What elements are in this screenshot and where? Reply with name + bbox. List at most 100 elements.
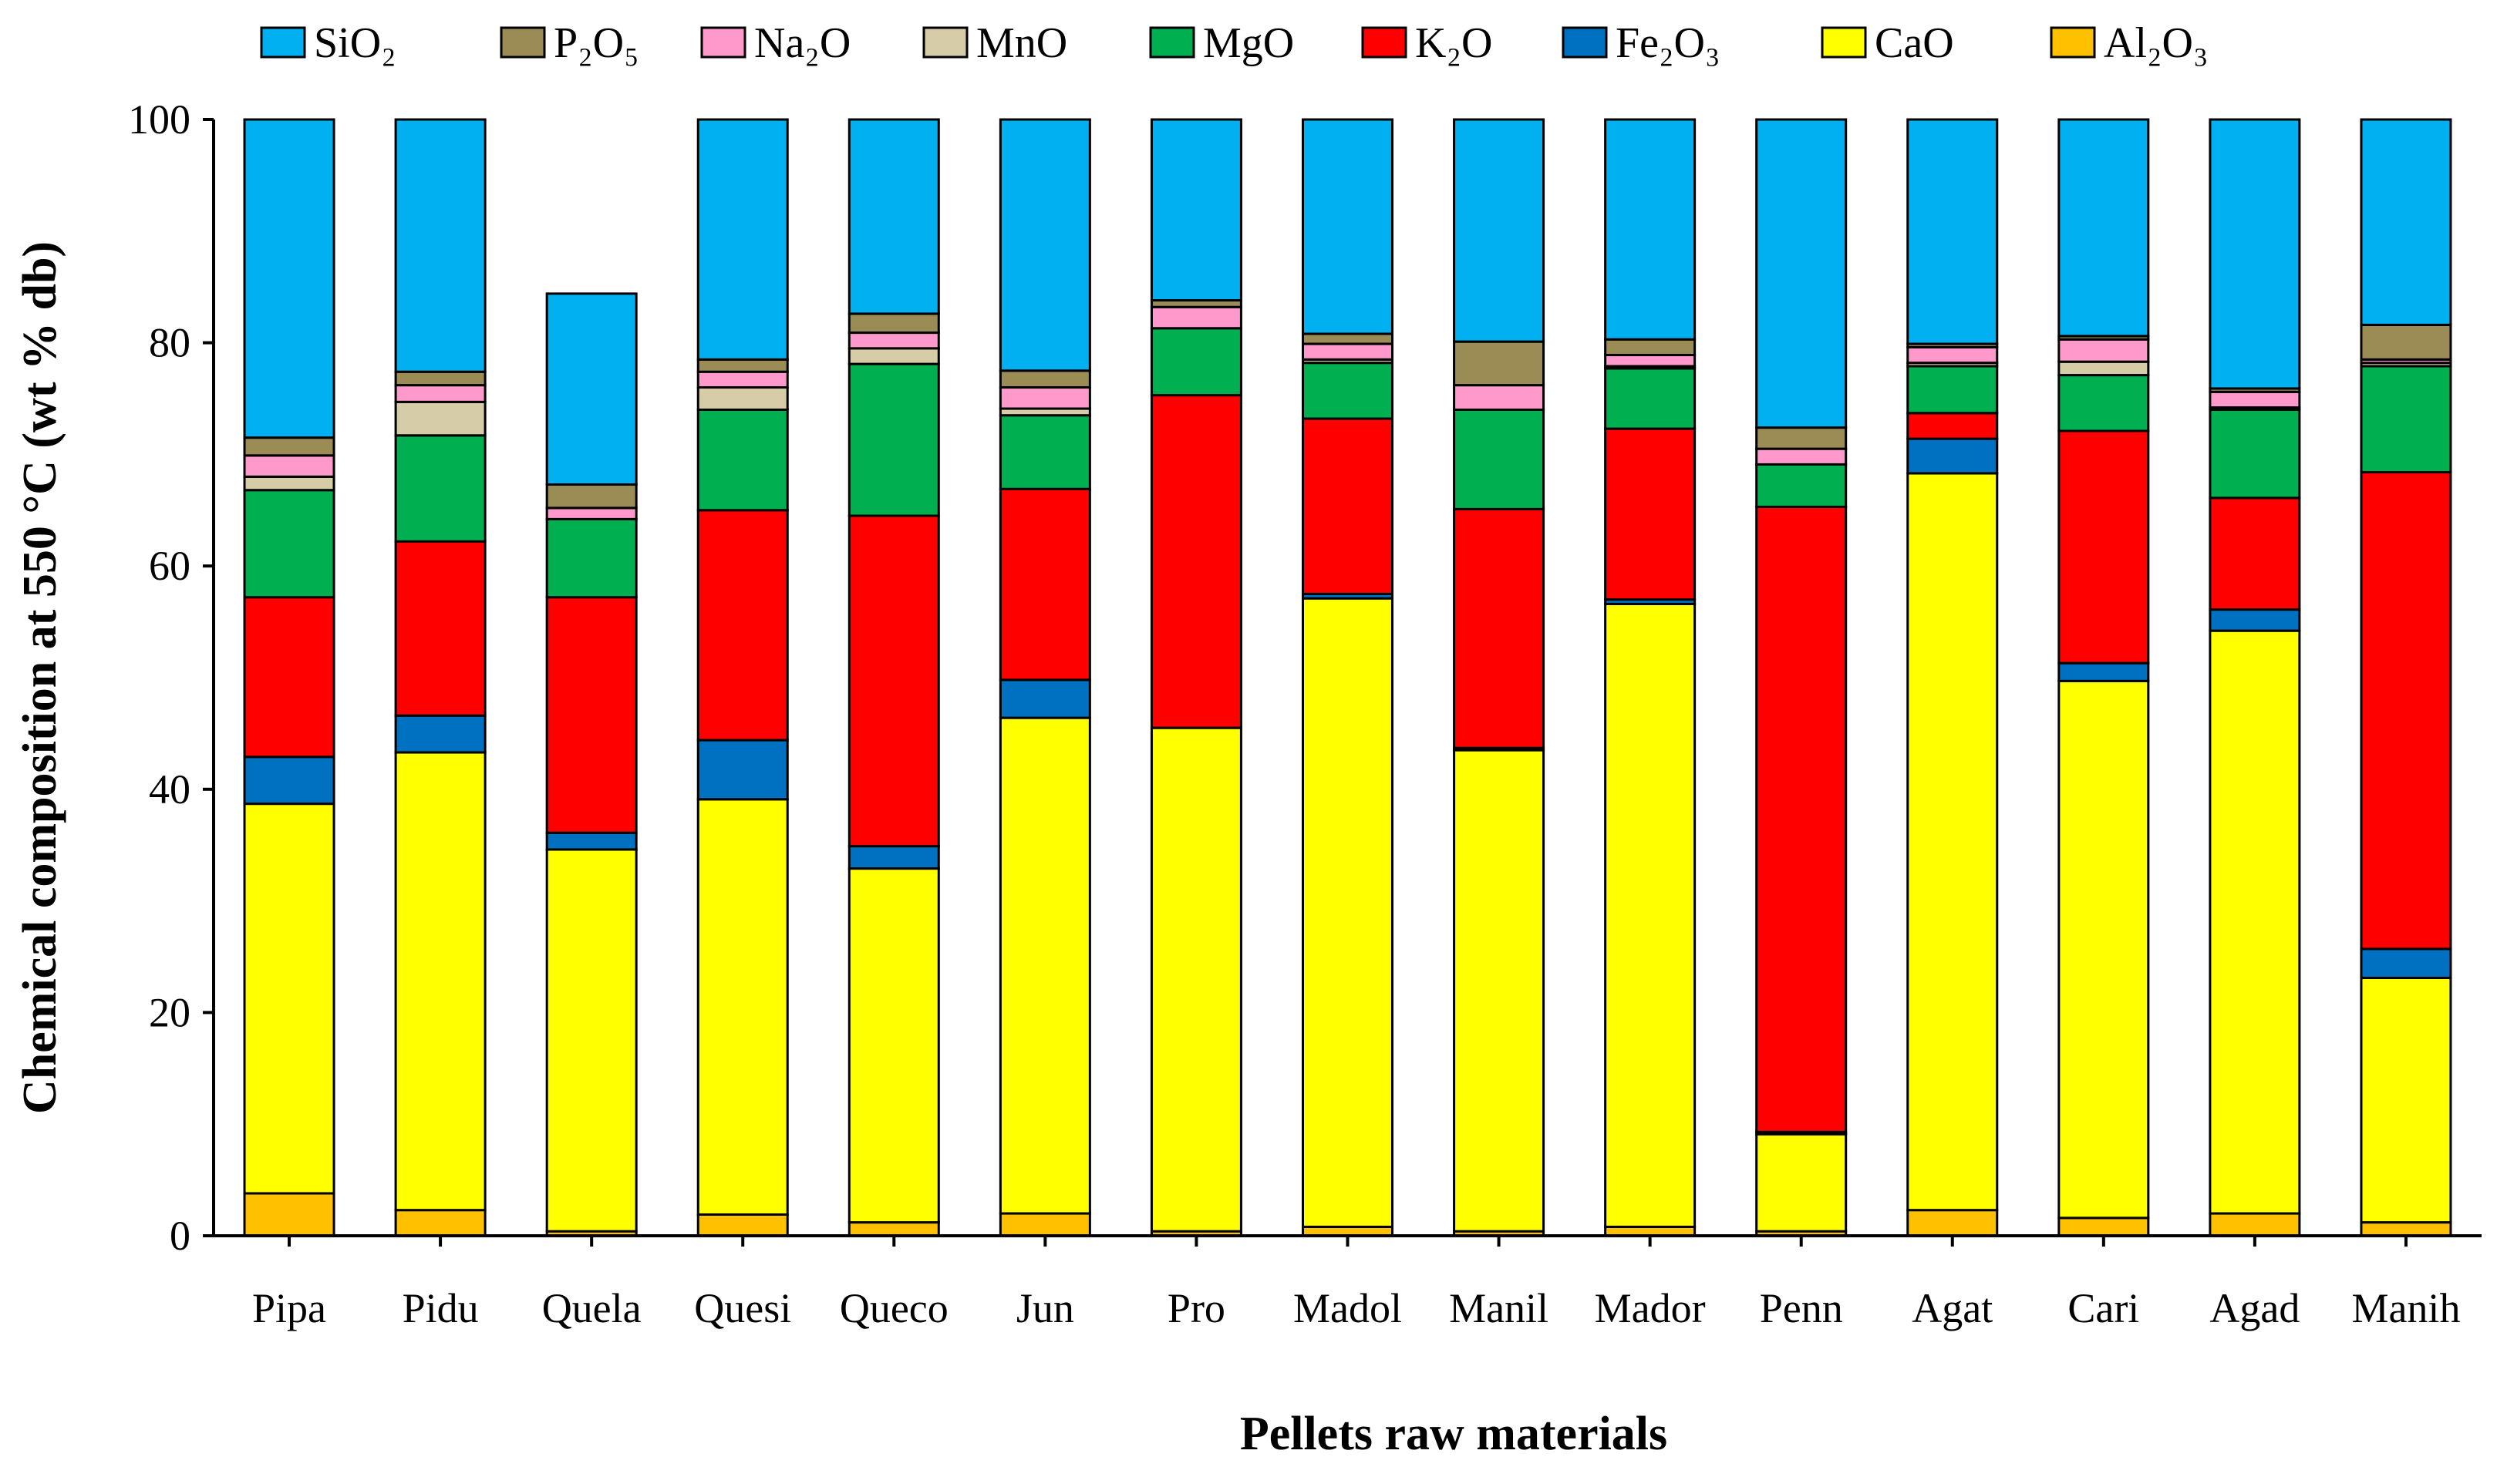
x-tick-label: Manil	[1449, 1285, 1548, 1331]
x-tick-label: Agat	[1912, 1285, 1993, 1331]
bar-segment	[999, 1212, 1091, 1237]
bar-segment	[394, 370, 487, 387]
bar-segment	[1302, 332, 1393, 345]
bar-segment	[847, 118, 940, 315]
bar-segment	[243, 454, 335, 478]
bar-stack-manil	[1453, 118, 1545, 1237]
legend-swatch	[260, 26, 306, 59]
x-tick-label: Madol	[1293, 1285, 1402, 1331]
bar-segment	[847, 867, 940, 1224]
legend-item: MgO	[1149, 19, 1294, 67]
bar-segment	[2360, 323, 2452, 361]
legend-swatch	[500, 26, 546, 59]
x-ticks: Pipa Pidu Quela Quesi Queco Jun Pro Madol Manil M…	[252, 1236, 2460, 1331]
legend: SiO₂ P₂O₅ Na₂O MnO MgO K₂O Fe₂O₃ CaO Al₂O₃	[260, 19, 2209, 67]
bar-segment	[1906, 365, 1999, 415]
legend-item: SiO₂	[260, 19, 396, 67]
x-axis-title: Pellets raw materials	[1240, 1408, 1667, 1460]
bar-segment	[1755, 505, 1848, 1133]
bar-segment	[1302, 597, 1393, 1228]
legend-swatch	[700, 26, 746, 59]
bar-segment	[545, 848, 638, 1233]
bar-stack-penn	[1755, 118, 1848, 1237]
x-tick-label: Jun	[1016, 1285, 1074, 1331]
legend-label: P₂O₅	[554, 19, 639, 67]
bar-segment	[696, 1213, 789, 1237]
x-tick-label: Pidu	[403, 1285, 479, 1331]
bar-segment	[696, 739, 789, 801]
x-tick-label: Pro	[1168, 1285, 1225, 1331]
legend-item: Al₂O₃	[2050, 19, 2209, 67]
bar-segment	[1755, 118, 1848, 429]
bar-segment	[847, 362, 940, 517]
bar-stack-queco	[847, 118, 940, 1237]
bar-segment	[1453, 340, 1545, 387]
bar-segment	[1604, 354, 1697, 368]
bar-segment	[1604, 367, 1697, 430]
bar-segment	[1755, 447, 1848, 466]
bar-segment	[545, 483, 638, 510]
bar-segment	[545, 292, 638, 486]
legend-swatch	[1149, 26, 1195, 59]
bar-segment	[2360, 118, 2452, 326]
bar-segment	[999, 118, 1091, 372]
bar-segment	[999, 369, 1091, 389]
bar-segment	[1604, 427, 1697, 601]
bar-stack-pipa	[243, 118, 335, 1237]
bar-stack-cari	[2057, 118, 2150, 1237]
bar-stack-agat	[1906, 118, 1999, 1237]
bar-stack-quesi	[696, 118, 789, 1237]
bar-segment	[2360, 977, 2452, 1224]
x-tick-label: Quela	[542, 1285, 642, 1331]
x-tick-label: Manih	[2351, 1285, 2460, 1331]
bar-segment	[696, 408, 789, 512]
bar-segment	[1453, 384, 1545, 411]
bar-segment	[999, 386, 1091, 410]
legend-item: K₂O	[1361, 19, 1492, 67]
bar-segment	[1906, 345, 1999, 365]
bar-segment	[2057, 429, 2150, 665]
bar-segment	[1906, 1209, 1999, 1237]
y-tick-label: 80	[149, 320, 190, 366]
x-tick-label: Queco	[840, 1285, 949, 1331]
bar-segment	[545, 596, 638, 834]
bar-segment	[394, 384, 487, 403]
bar-segment	[394, 118, 487, 373]
bar-segment	[696, 798, 789, 1216]
bar-segment	[394, 434, 487, 543]
bar-segment	[1604, 118, 1697, 341]
bar-segment	[1755, 463, 1848, 508]
bar-segment	[2209, 1212, 2301, 1237]
legend-label: Na₂O	[754, 19, 851, 67]
bar-segment	[847, 514, 940, 848]
bar-segment	[545, 517, 638, 599]
bar-segment	[2057, 679, 2150, 1220]
bar-segment	[243, 489, 335, 599]
legend-swatch	[1821, 26, 1867, 59]
legend-label: Fe₂O₃	[1616, 19, 1720, 67]
y-tick-label: 0	[170, 1213, 190, 1259]
bar-segment	[1906, 118, 1999, 345]
bar-segment	[1150, 327, 1242, 397]
y-ticks: 0 20 40 60 80 100	[128, 96, 214, 1259]
y-tick-label: 100	[128, 96, 190, 143]
legend-swatch	[1562, 26, 1608, 59]
bar-segment	[847, 312, 940, 335]
bar-segment	[2057, 1216, 2150, 1237]
bar-segment	[847, 347, 940, 365]
bar-segment	[243, 436, 335, 457]
legend-swatch	[922, 26, 969, 59]
bar-segment	[2360, 947, 2452, 980]
bar-segment	[2360, 365, 2452, 474]
bar-segment	[243, 1192, 335, 1237]
y-tick-label: 60	[149, 543, 190, 589]
bar-segment	[1150, 305, 1242, 330]
bar-segment	[545, 506, 638, 520]
bar-segment	[243, 118, 335, 439]
bar-segment	[1150, 726, 1242, 1233]
x-tick-label: Pipa	[252, 1285, 326, 1331]
bar-segment	[243, 755, 335, 806]
x-tick-label: Penn	[1760, 1285, 1843, 1331]
bar-segment	[1453, 118, 1545, 343]
